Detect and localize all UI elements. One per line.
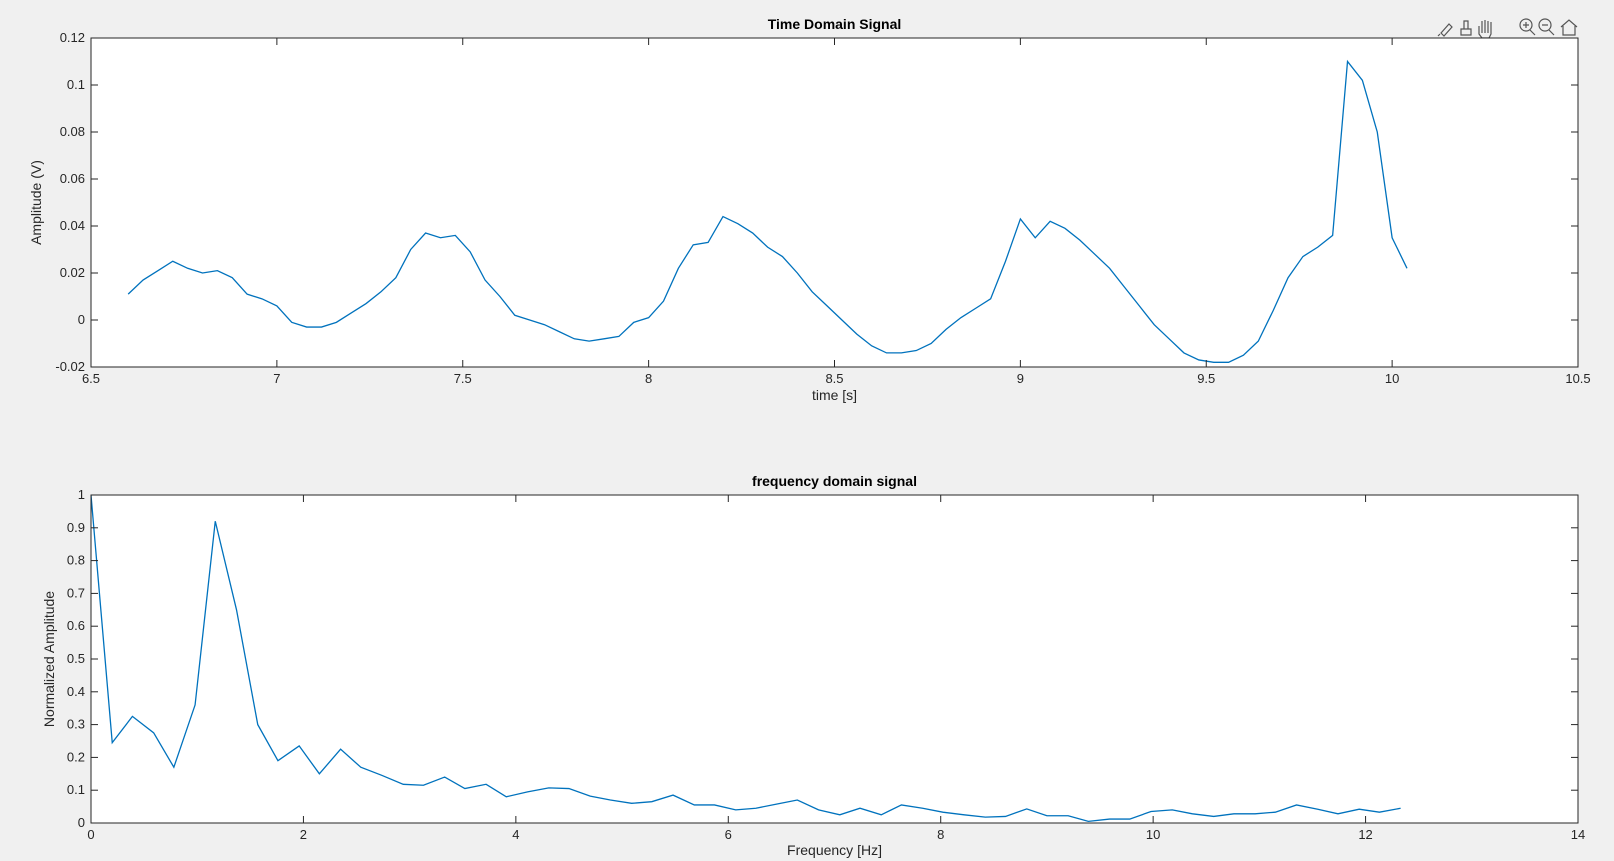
plot-area: [91, 495, 1578, 823]
y-tick-label: 0.3: [67, 717, 85, 732]
x-tick-label: 6: [725, 827, 732, 842]
y-tick-label: 0.8: [67, 553, 85, 568]
restore-view-button[interactable]: [1560, 19, 1578, 36]
x-tick-label: 10: [1385, 371, 1399, 386]
x-tick-label: 7: [273, 371, 280, 386]
x-tick-label: 6.5: [82, 371, 100, 386]
x-tick-label: 8: [937, 827, 944, 842]
x-tick-label: 12: [1358, 827, 1372, 842]
x-tick-label: 7.5: [454, 371, 472, 386]
y-axis-label: Amplitude (V): [28, 160, 44, 245]
y-tick-label: 0.2: [67, 749, 85, 764]
y-tick-label: 1: [78, 487, 85, 502]
y-tick-label: 0.4: [67, 684, 85, 699]
y-tick-label: 0.6: [67, 618, 85, 633]
pan-button[interactable]: [1478, 20, 1492, 39]
x-tick-label: 4: [512, 827, 519, 842]
y-tick-label: 0.12: [60, 30, 85, 45]
x-axis-label: Frequency [Hz]: [787, 842, 882, 858]
x-tick-label: 8.5: [825, 371, 843, 386]
plot-content: [127, 59, 1408, 363]
x-axis-label: time [s]: [812, 387, 857, 403]
y-tick-label: 0.5: [67, 651, 85, 666]
y-tick-label: 0.06: [60, 171, 85, 186]
x-tick-label: 9.5: [1197, 371, 1215, 386]
chart-title: Time Domain Signal: [768, 16, 902, 32]
plot-content: [91, 495, 1401, 823]
y-tick-label: 0: [78, 815, 85, 830]
datatip-button[interactable]: [1460, 20, 1472, 36]
zoom-out-button[interactable]: [1538, 18, 1555, 36]
brush-button[interactable]: [1437, 23, 1453, 37]
x-tick-label: 10: [1146, 827, 1160, 842]
data-line: [127, 59, 1408, 363]
y-tick-label: 0.7: [67, 585, 85, 600]
x-tick-label: 0: [87, 827, 94, 842]
y-tick-label: 0.9: [67, 520, 85, 535]
chart-title: frequency domain signal: [752, 473, 917, 489]
x-tick-label: 10.5: [1565, 371, 1590, 386]
y-axis-label: Normalized Amplitude: [41, 591, 57, 727]
y-tick-label: 0.02: [60, 265, 85, 280]
zoom-in-button[interactable]: [1519, 18, 1536, 36]
axes: 6.5 7 7.5 8 8.5 9 9.5 10 10.5 -0.02 0 0.02 0.04 0.06 0…: [28, 16, 1591, 403]
y-tick-label: 0.1: [67, 77, 85, 92]
y-tick-label: -0.02: [55, 359, 85, 374]
plot-area: [91, 38, 1578, 367]
y-tick-label: 0.04: [60, 218, 85, 233]
data-line: [91, 495, 1401, 823]
y-tick-label: 0: [78, 312, 85, 327]
x-tick-label: 14: [1571, 827, 1585, 842]
x-tick-label: 9: [1017, 371, 1024, 386]
x-tick-label: 8: [645, 371, 652, 386]
y-tick-label: 0.08: [60, 124, 85, 139]
y-tick-label: 0.1: [67, 782, 85, 797]
axes: 0 2 4 6 8 10 12 14 0 0.1 0.2 0.3 0.4 0.5 0.6 0.7 0.8 0.9 1…: [41, 473, 1585, 858]
x-tick-label: 2: [300, 827, 307, 842]
axes-toolbar: [1437, 18, 1578, 39]
